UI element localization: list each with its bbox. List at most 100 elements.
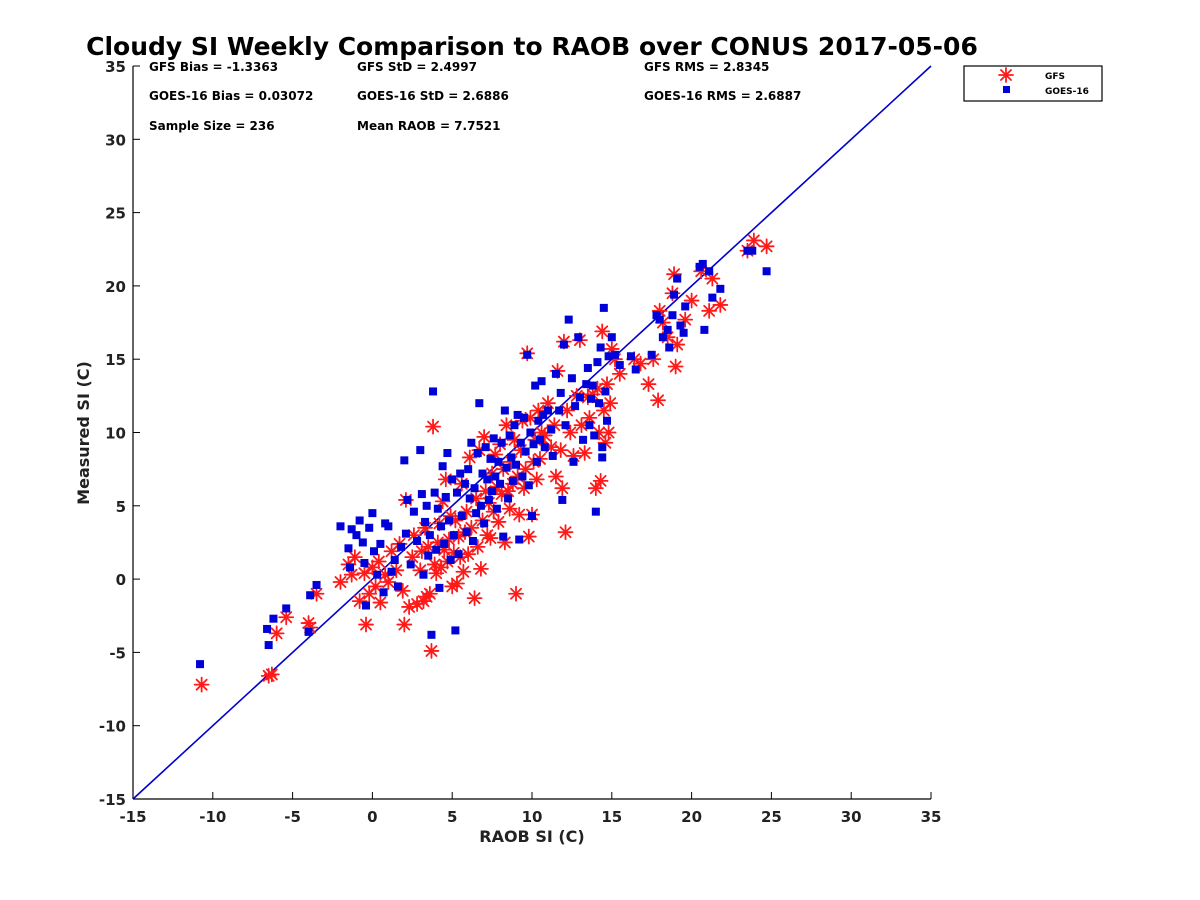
goes16-point (488, 487, 497, 496)
goes16-point (504, 494, 513, 503)
goes16-point (470, 484, 479, 493)
goes16-point (400, 456, 409, 465)
goes16-point (567, 374, 576, 383)
goes16-point (559, 340, 568, 349)
goes16-point (264, 641, 273, 650)
gfs-point (548, 468, 564, 485)
stat-text: Sample Size = 236 (149, 119, 275, 133)
x-tick-label: 20 (681, 808, 702, 826)
goes16-point (587, 394, 596, 403)
y-tick-label: 0 (116, 571, 126, 589)
goes16-point (505, 431, 514, 440)
goes16-point (676, 321, 685, 330)
goes16-point (705, 267, 714, 276)
goes16-point (312, 580, 321, 589)
goes16-point (413, 536, 422, 545)
goes16-point (440, 539, 449, 548)
goes16-point (631, 365, 640, 374)
gfs-point (455, 563, 472, 580)
goes16-point (585, 421, 594, 430)
y-tick-label: -10 (99, 718, 126, 736)
goes16-point (526, 428, 535, 437)
goes16-point (515, 535, 524, 544)
goes16-point (456, 469, 465, 478)
gfs-point (346, 549, 363, 566)
goes16-point (743, 246, 752, 255)
legend-goes16-label: GOES-16 (1045, 87, 1089, 97)
gfs-point (600, 424, 617, 441)
gfs-point (552, 442, 569, 458)
goes16-point (647, 350, 656, 359)
gfs-point (372, 594, 389, 611)
goes16-point (476, 501, 485, 510)
goes16-point (512, 460, 521, 469)
goes16-point (748, 246, 757, 255)
goes16-point (403, 495, 412, 504)
goes16-point (486, 454, 495, 463)
gfs-point (380, 574, 397, 590)
goes16-point (430, 488, 439, 497)
x-tick-label: 5 (447, 808, 457, 826)
goes16-point (460, 479, 469, 488)
goes16-point (575, 393, 584, 402)
goes16-point (607, 333, 616, 342)
goes16-point (762, 267, 771, 276)
gfs-point (602, 395, 619, 412)
goes16-point (401, 529, 410, 538)
gfs-point (356, 565, 373, 582)
goes16-point (507, 453, 516, 462)
goes16-point (427, 630, 436, 639)
gfs-point (332, 574, 349, 590)
goes16-point (448, 475, 457, 484)
goes16-point (535, 435, 544, 444)
goes16-point (494, 457, 503, 466)
goes16-point (491, 472, 500, 481)
x-tick-label: 35 (921, 808, 942, 826)
gfs-point (554, 480, 571, 497)
gfs-point (611, 365, 628, 382)
goes16-point (564, 315, 573, 324)
legend-gfs-asterisk (998, 67, 1014, 83)
goes16-point (435, 583, 444, 592)
goes16-point (569, 457, 578, 466)
goes16-point (397, 542, 406, 551)
y-axis-label: Measured SI (C) (74, 361, 93, 505)
goes16-point (425, 531, 434, 540)
goes16-point (373, 570, 382, 579)
goes16-point (596, 343, 605, 352)
gfs-point (193, 676, 210, 693)
stat-text: GOES-16 Bias = 0.03072 (149, 89, 313, 103)
goes16-point (521, 447, 530, 456)
gfs-point (263, 666, 280, 683)
goes16-series (196, 246, 771, 669)
goes16-point (599, 303, 608, 312)
goes16-point (336, 522, 345, 531)
goes16-point (626, 352, 635, 361)
gfs-point (508, 585, 524, 602)
y-tick-label: 25 (105, 205, 126, 223)
y-tick-label: 15 (105, 351, 126, 369)
goes16-point (421, 517, 430, 526)
goes16-point (369, 547, 378, 556)
gfs-point (528, 471, 545, 488)
goes16-point (387, 567, 396, 576)
gfs-point (745, 232, 762, 249)
y-tick-label: 5 (116, 498, 126, 516)
goes16-point (601, 387, 610, 396)
legend-gfs-marker (998, 67, 1014, 83)
goes16-point (610, 350, 619, 359)
gfs-point (473, 560, 489, 577)
stats-panel: GFS Bias = -1.3363 GFS StD = 2.4997 GFS RM… (149, 60, 801, 133)
goes16-point (604, 352, 613, 361)
goes16-point (510, 421, 519, 430)
goes16-point (492, 504, 501, 513)
gfs-point (370, 553, 387, 570)
gfs-point (482, 530, 499, 546)
goes16-point (422, 501, 431, 510)
goes16-point (417, 490, 426, 499)
goes16-point (475, 399, 484, 408)
goes16-point (540, 443, 549, 452)
goes16-point (368, 509, 377, 518)
goes16-point (384, 522, 393, 531)
